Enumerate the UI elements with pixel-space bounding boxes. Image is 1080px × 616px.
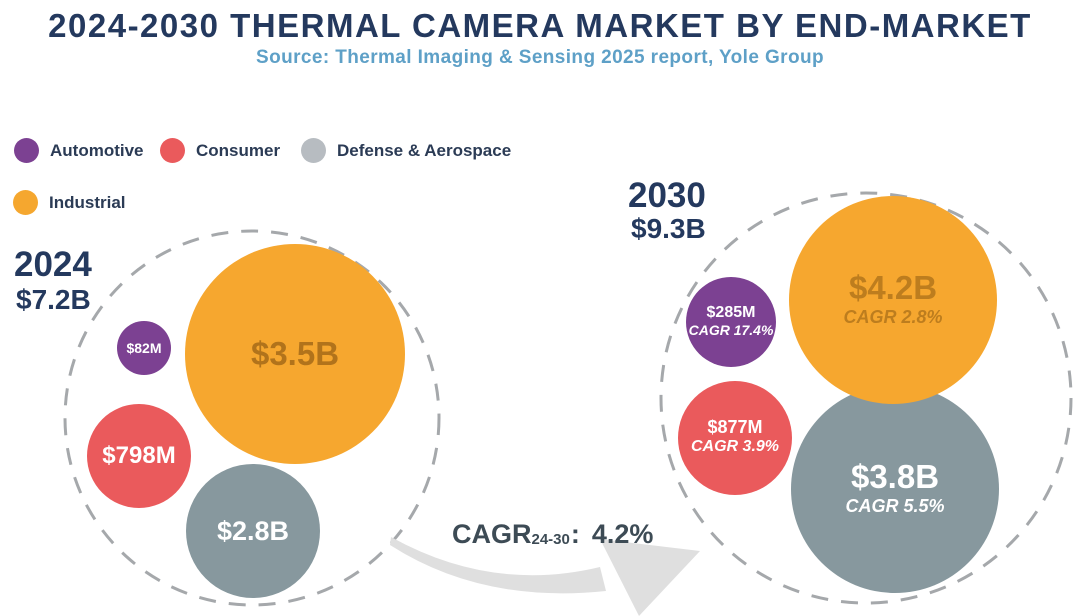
legend-item-defense-aerospace: Defense & Aerospace	[301, 138, 511, 163]
bubble-2030-consumer: $877M CAGR 3.9%	[678, 381, 792, 495]
source-subtitle: Source: Thermal Imaging & Sensing 2025 r…	[256, 47, 824, 68]
legend-item-industrial: Industrial	[13, 190, 126, 215]
legend-label: Industrial	[49, 192, 126, 212]
bubble-2024-automotive: $82M	[117, 321, 171, 375]
bubble-cagr-label: CAGR 3.9%	[690, 438, 780, 456]
bubble-value-label: $3.5B	[250, 334, 340, 372]
bubble-value-label: $285M	[706, 303, 756, 321]
page-title: 2024-2030 THERMAL CAMERA MARKET BY END-M…	[48, 7, 1032, 44]
growth-arrow-tail	[390, 537, 606, 594]
group-ring-2024	[63, 229, 441, 607]
bubble-value-label: $798M	[102, 442, 176, 470]
bubble-2024-industrial: $3.5B	[185, 244, 405, 464]
bubble-cagr-label: CAGR 17.4%	[688, 322, 774, 339]
bubble-value-label: $3.8B	[850, 457, 940, 495]
overall-cagr-annotation: CAGR 24-30 : 4.2%	[452, 519, 653, 550]
legend-label: Defense & Aerospace	[337, 140, 512, 160]
automotive-color-dot-icon	[14, 138, 39, 163]
bubble-value-label: $82M	[126, 339, 162, 356]
bubble-cagr-label: CAGR 2.8%	[843, 306, 943, 327]
industrial-color-dot-icon	[13, 190, 38, 215]
cagr-colon: :	[570, 519, 580, 549]
consumer-color-dot-icon	[160, 138, 185, 163]
legend-label: Automotive	[50, 140, 144, 160]
legend-item-consumer: Consumer	[160, 138, 280, 163]
bubble-2030-automotive: $285M CAGR 17.4%	[686, 277, 776, 367]
bubble-2030-industrial: $4.2B CAGR 2.8%	[789, 196, 997, 404]
year-2030-label: 2030	[628, 176, 706, 215]
legend-item-automotive: Automotive	[14, 138, 144, 163]
group-ring-2030	[659, 191, 1073, 605]
bubble-2024-defense-aerospace: $2.8B	[186, 464, 320, 598]
bubble-value-label: $4.2B	[848, 268, 938, 306]
cagr-subscript: 24-30	[531, 531, 570, 548]
defense-color-dot-icon	[301, 138, 326, 163]
year-2024-label: 2024	[14, 245, 92, 284]
growth-arrow-head-icon	[600, 539, 700, 616]
bubble-2030-defense-aerospace: $3.8B CAGR 5.5%	[791, 385, 999, 593]
bubble-cagr-label: CAGR 5.5%	[845, 495, 945, 516]
bubble-value-label: $877M	[707, 417, 763, 438]
bubble-value-label: $2.8B	[216, 515, 290, 546]
year-2024-total: $7.2B	[16, 284, 91, 315]
cagr-value: 4.2%	[591, 519, 654, 549]
cagr-label: CAGR	[452, 519, 532, 549]
legend-label: Consumer	[196, 140, 281, 160]
year-2030-total: $9.3B	[631, 213, 706, 244]
bubble-2024-consumer: $798M	[87, 404, 191, 508]
